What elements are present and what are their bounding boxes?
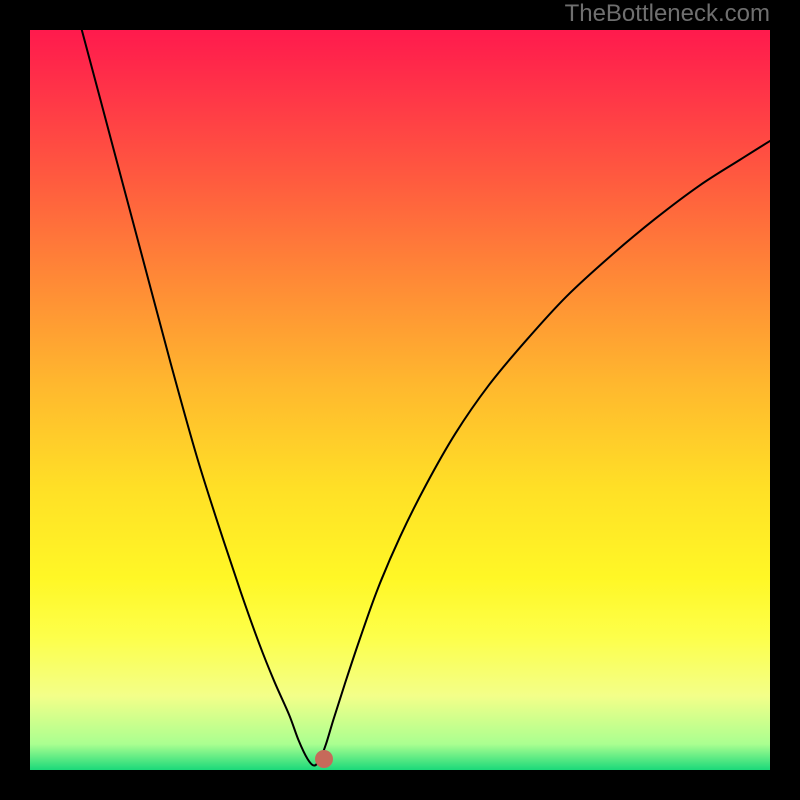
plot-area — [30, 30, 770, 770]
curve-layer — [30, 30, 770, 770]
minimum-marker — [315, 750, 333, 768]
watermark-text: TheBottleneck.com — [565, 0, 770, 28]
chart-stage: TheBottleneck.com — [0, 0, 800, 800]
v-curve-path — [71, 30, 770, 766]
